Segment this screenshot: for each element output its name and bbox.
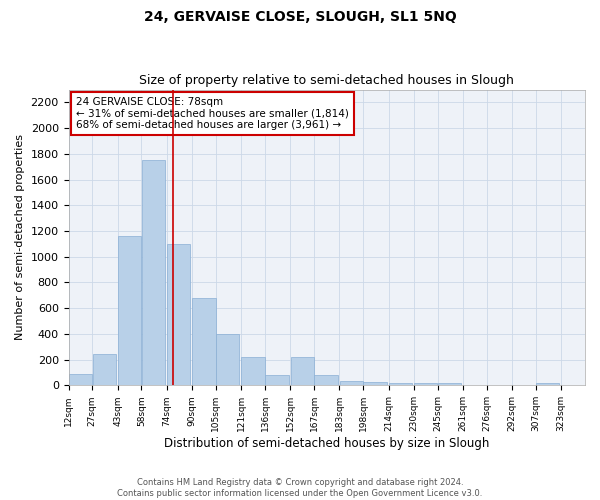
Bar xyxy=(241,357,265,386)
Bar xyxy=(265,375,289,386)
Bar xyxy=(536,383,559,386)
Bar xyxy=(167,244,190,386)
Bar xyxy=(69,374,92,386)
Text: 24 GERVAISE CLOSE: 78sqm
← 31% of semi-detached houses are smaller (1,814)
68% o: 24 GERVAISE CLOSE: 78sqm ← 31% of semi-d… xyxy=(76,97,349,130)
Text: 24, GERVAISE CLOSE, SLOUGH, SL1 5NQ: 24, GERVAISE CLOSE, SLOUGH, SL1 5NQ xyxy=(143,10,457,24)
Bar xyxy=(92,354,116,386)
X-axis label: Distribution of semi-detached houses by size in Slough: Distribution of semi-detached houses by … xyxy=(164,437,490,450)
Bar xyxy=(414,384,437,386)
Bar xyxy=(340,381,363,386)
Bar xyxy=(216,334,239,386)
Bar xyxy=(118,236,141,386)
Bar xyxy=(193,298,215,386)
Bar xyxy=(314,375,338,386)
Y-axis label: Number of semi-detached properties: Number of semi-detached properties xyxy=(15,134,25,340)
Bar xyxy=(389,383,412,386)
Bar xyxy=(290,357,314,386)
Bar xyxy=(364,382,387,386)
Text: Contains HM Land Registry data © Crown copyright and database right 2024.
Contai: Contains HM Land Registry data © Crown c… xyxy=(118,478,482,498)
Bar xyxy=(142,160,165,386)
Bar xyxy=(438,384,461,386)
Title: Size of property relative to semi-detached houses in Slough: Size of property relative to semi-detach… xyxy=(139,74,514,87)
